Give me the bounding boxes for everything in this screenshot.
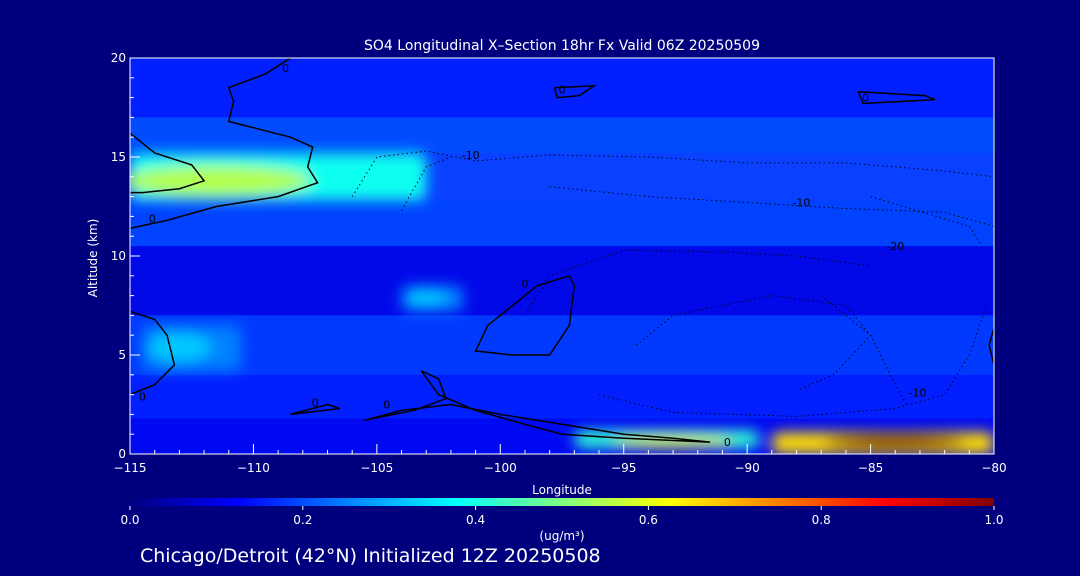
x-axis-ticks: −115 −110 −105 −100 −95 −90 −85 −80 — [114, 444, 1007, 475]
solid-contour-line — [130, 310, 176, 396]
colorbar-ticks: 0.0 0.2 0.4 0.6 0.8 1.0 — [120, 506, 1004, 527]
contour-label: 0 — [521, 278, 528, 291]
dotted-contour-line — [598, 305, 988, 417]
contour-label: 0 — [282, 62, 289, 75]
solid-contour-line — [290, 403, 341, 416]
solid-contours — [130, 58, 994, 443]
feature-core — [406, 289, 446, 306]
contour-label: 0 — [149, 212, 156, 225]
plot-area: 0 0 0 -10 0 -10 -20 0 -10 0 0 0 0 — [130, 58, 994, 454]
contour-label: -20 — [886, 240, 904, 253]
feature-core — [130, 165, 312, 196]
x-tick-label: −80 — [981, 461, 1006, 475]
x-tick-label: −100 — [484, 461, 517, 475]
colorbar-tick-label: 1.0 — [984, 513, 1003, 527]
contour-label: 0 — [139, 391, 146, 404]
x-tick-label: −85 — [858, 461, 883, 475]
contour-label: -10 — [792, 197, 810, 210]
x-tick-label: −115 — [114, 461, 147, 475]
background-band — [130, 246, 994, 316]
contour-label: 0 — [862, 92, 869, 105]
feature-core — [824, 435, 967, 450]
contour-label: 0 — [383, 398, 390, 411]
solid-contour-line — [130, 132, 206, 194]
contour-label: 0 — [312, 396, 319, 409]
solid-contour-line — [857, 90, 936, 105]
colorbar-tick-label: 0.0 — [120, 513, 139, 527]
contour-label: -10 — [908, 387, 926, 400]
solid-contour-line — [988, 325, 994, 366]
solid-contour-line — [364, 370, 711, 443]
dotted-contour-line — [401, 156, 452, 211]
dotted-contour-line — [351, 150, 994, 197]
solid-contour-line — [474, 275, 576, 356]
y-tick-label: 20 — [111, 51, 126, 65]
y-tick-label: 5 — [118, 348, 126, 362]
dotted-contours — [351, 150, 994, 417]
x-tick-label: −105 — [360, 461, 393, 475]
contour-label: 0 — [559, 84, 566, 97]
background-band — [130, 117, 994, 154]
background-band — [130, 374, 994, 419]
footer-caption: Chicago/Detroit (42°N) Initialized 12Z 2… — [140, 545, 601, 567]
y-axis-ticks: 0 5 10 15 20 — [111, 51, 140, 461]
y-tick-label: 10 — [111, 249, 126, 263]
y-tick-label: 15 — [111, 150, 126, 164]
contour-labels: 0 0 0 -10 0 -10 -20 0 -10 0 0 0 0 — [139, 62, 927, 449]
dotted-contour-line — [820, 295, 909, 407]
colorbar-tick-label: 0.4 — [466, 513, 485, 527]
background-bands — [130, 58, 994, 454]
chart-title: SO4 Longitudinal X–Section 18hr Fx Valid… — [364, 38, 760, 54]
dotted-contour-line — [549, 186, 994, 227]
dotted-contour-line — [635, 295, 872, 392]
solid-contour-line — [130, 58, 319, 230]
background-band — [130, 200, 994, 247]
y-axis-label: Altitude (km) — [86, 219, 100, 298]
colorbar-tick-label: 0.6 — [639, 513, 658, 527]
x-tick-label: −110 — [237, 461, 270, 475]
background-band — [130, 315, 994, 375]
x-tick-label: −90 — [734, 461, 759, 475]
colorbar-tick-label: 0.2 — [293, 513, 312, 527]
feature-core — [147, 332, 211, 362]
solid-contour-line — [553, 84, 597, 99]
colorbar-unit: (ug/m³) — [539, 529, 584, 543]
colorbar-tick-label: 0.8 — [812, 513, 831, 527]
x-axis-label: Longitude — [532, 483, 592, 497]
contour-label: 0 — [724, 436, 731, 449]
colorbar — [130, 498, 994, 506]
y-tick-label: 0 — [118, 447, 126, 461]
x-tick-label: −95 — [611, 461, 636, 475]
contour-label: -10 — [462, 149, 480, 162]
